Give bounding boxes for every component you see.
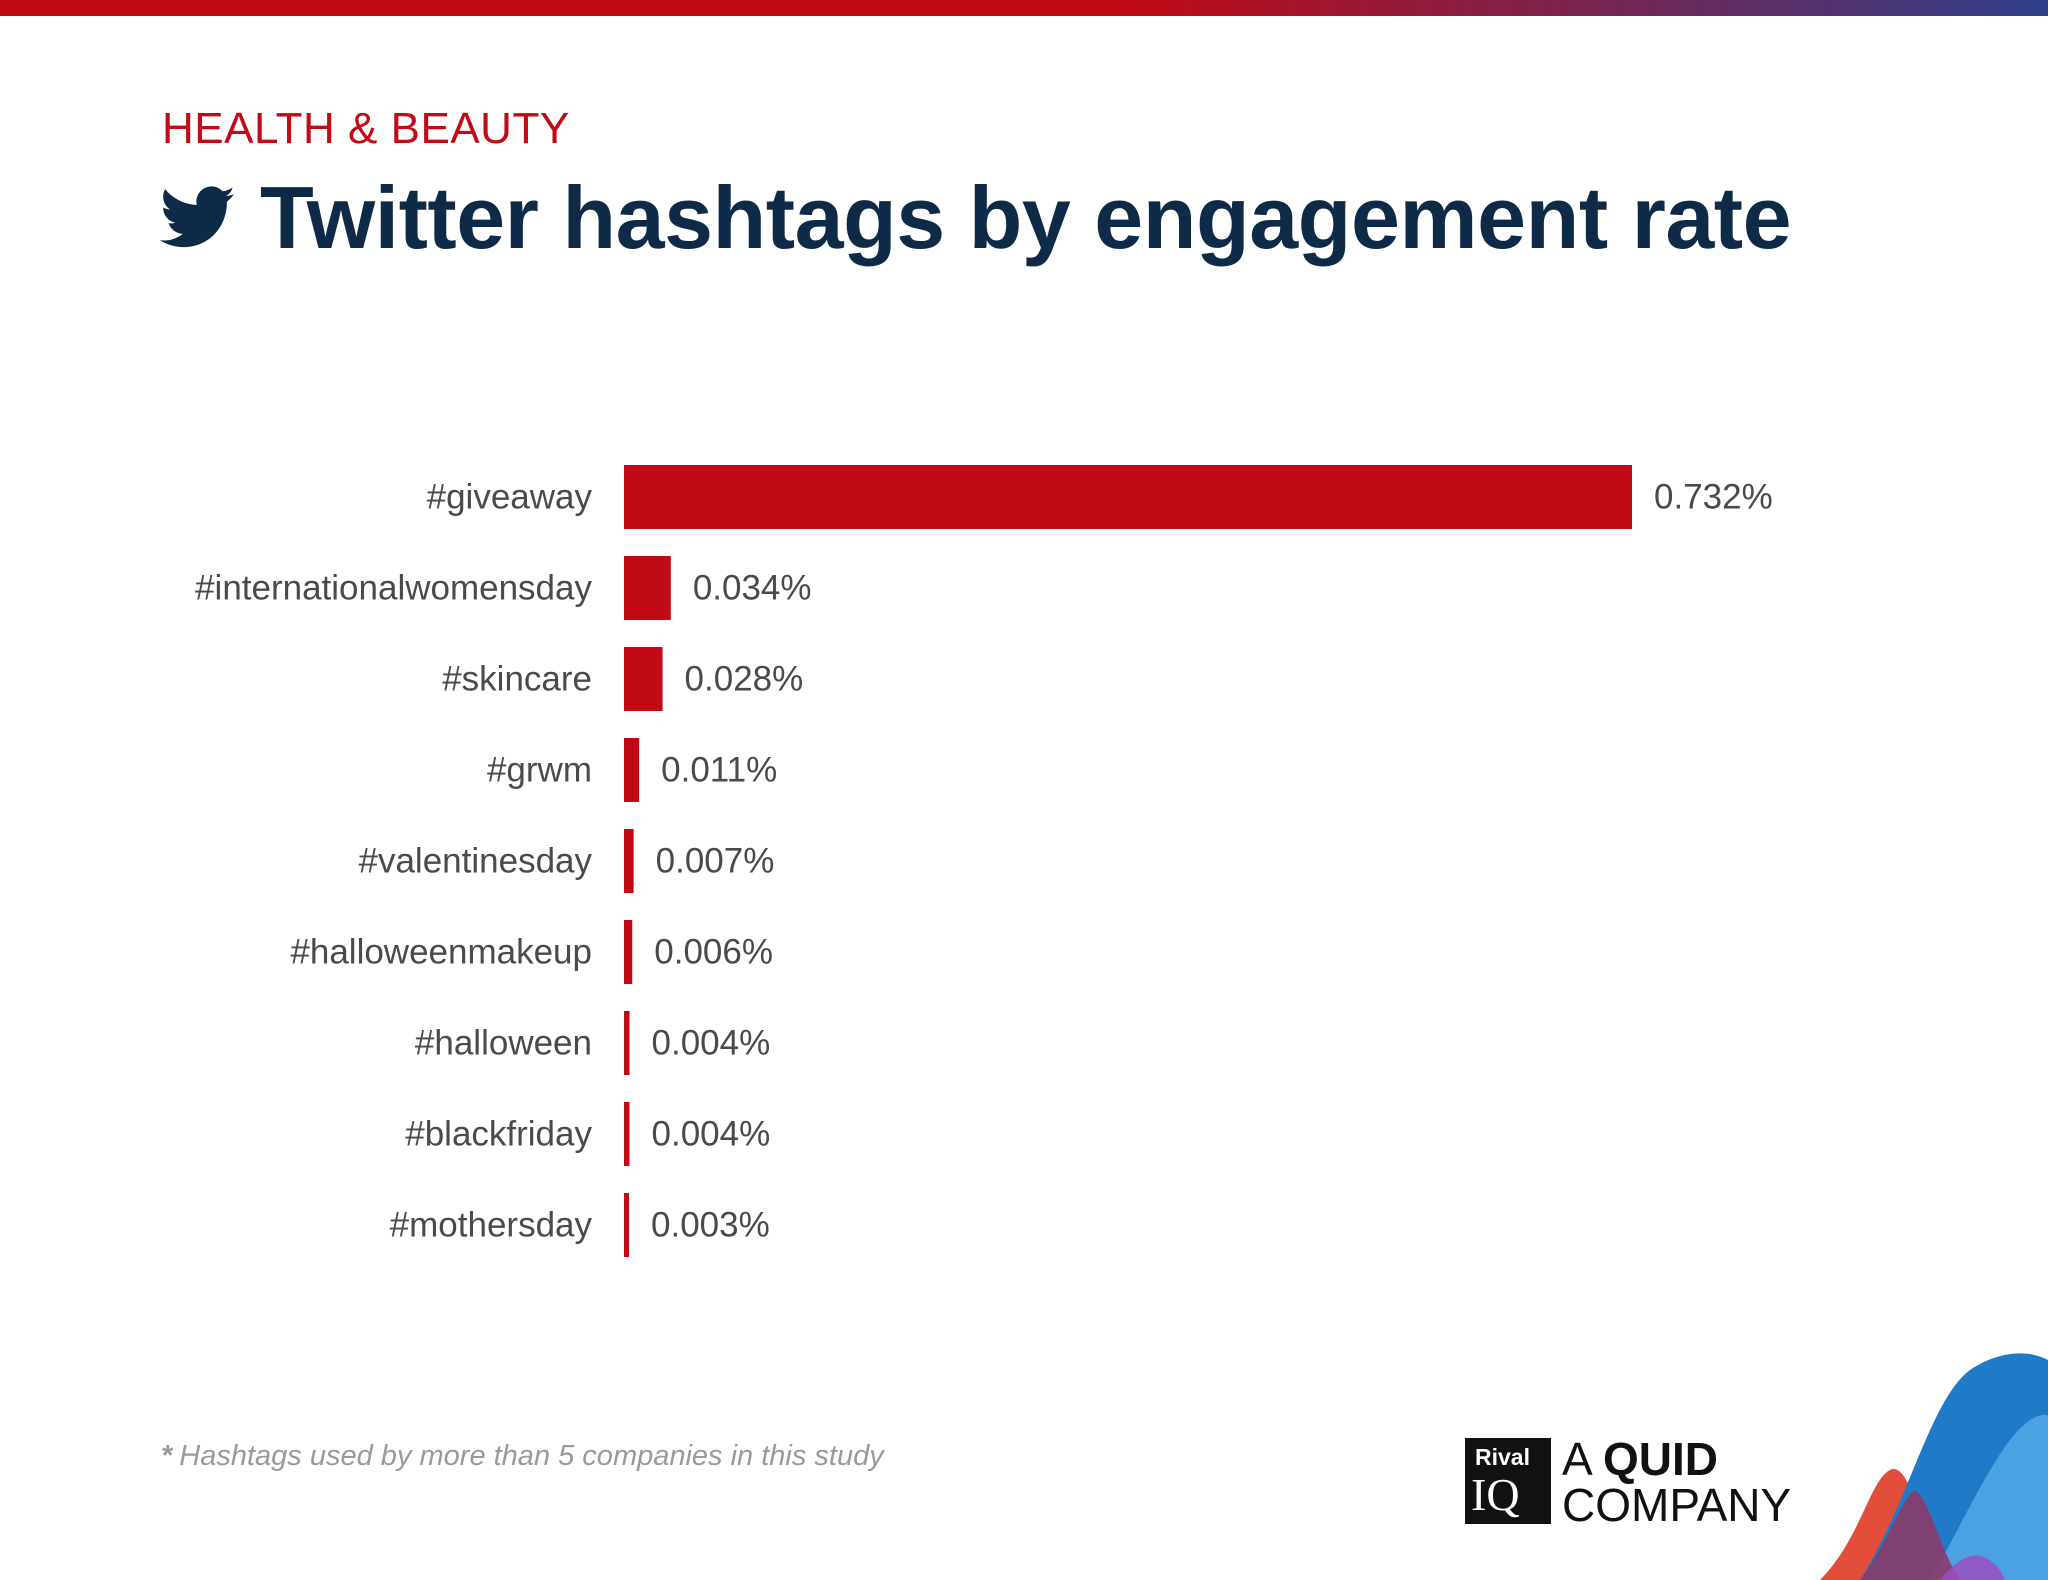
category-label-8: #mothersday xyxy=(390,1206,593,1245)
bar-6 xyxy=(624,1011,630,1075)
bar-2 xyxy=(624,647,663,711)
bar-5 xyxy=(624,920,633,984)
value-label-2: 0.028% xyxy=(685,660,804,699)
footnote: * Hashtags used by more than 5 companies … xyxy=(162,1440,884,1473)
twitter-bird-icon xyxy=(160,186,235,248)
value-label-3: 0.011% xyxy=(661,751,777,790)
decorative-waves xyxy=(1820,1353,2048,1580)
bar-3 xyxy=(624,738,640,802)
category-label-5: #halloweenmakeup xyxy=(290,933,592,972)
category-label-3: #grwm xyxy=(487,751,592,790)
bar-0 xyxy=(624,465,1632,529)
value-label-4: 0.007% xyxy=(656,842,775,881)
category-label-1: #internationalwomensday xyxy=(195,569,592,608)
tagline-bold: QUID xyxy=(1602,1433,1718,1485)
value-label-6: 0.004% xyxy=(652,1024,771,1063)
bar-8 xyxy=(624,1193,629,1257)
value-label-8: 0.003% xyxy=(651,1206,770,1245)
category-label-2: #skincare xyxy=(442,660,592,699)
title-row: Twitter hashtags by engagement rate xyxy=(160,168,1792,268)
tagline-prefix: A xyxy=(1562,1433,1591,1485)
chart-title: Twitter hashtags by engagement rate xyxy=(260,168,1792,267)
value-label-1: 0.034% xyxy=(693,569,812,608)
logo-big-text: IQ xyxy=(1471,1469,1520,1520)
quid-company-tagline: A QUID COMPANY xyxy=(1562,1436,1791,1528)
bar-1 xyxy=(624,556,671,620)
value-label-0: 0.732% xyxy=(1654,478,1773,517)
category-label-4: #valentinesday xyxy=(359,842,593,881)
bar-4 xyxy=(624,829,634,893)
rival-iq-logo: Rival IQ xyxy=(1465,1438,1551,1524)
value-label-7: 0.004% xyxy=(652,1115,771,1154)
logo-small-text: Rival xyxy=(1475,1444,1530,1470)
bar-7 xyxy=(624,1102,630,1166)
category-label-0: #giveaway xyxy=(427,478,593,517)
tagline-line2: COMPANY xyxy=(1562,1479,1792,1531)
category-label: HEALTH & BEAUTY xyxy=(162,104,570,153)
bar-chart: #giveaway 0.732% #internationalwomensday 0.… xyxy=(195,465,1773,1257)
category-label-7: #blackfriday xyxy=(405,1115,592,1154)
value-label-5: 0.006% xyxy=(654,933,773,972)
category-label-6: #halloween xyxy=(415,1024,592,1063)
top-accent-bar xyxy=(0,0,2048,16)
footnote-text: Hashtags used by more than 5 companies i… xyxy=(179,1440,884,1472)
footnote-star: * xyxy=(162,1440,174,1472)
